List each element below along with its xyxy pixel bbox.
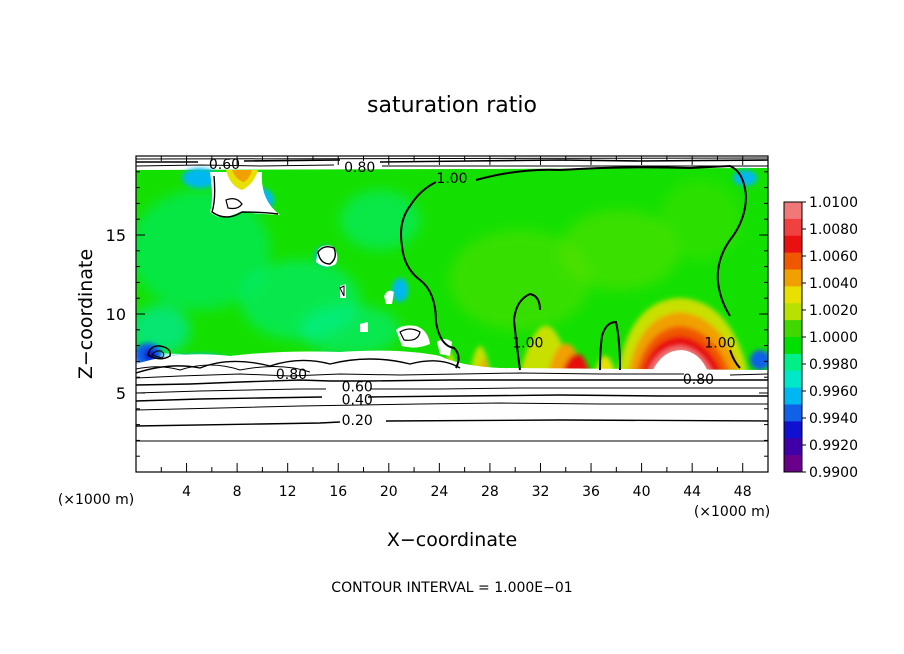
colorbar-label: 1.0020: [809, 303, 858, 319]
x-tick-label: 24: [430, 484, 448, 500]
contour-label: 1.00: [512, 335, 543, 351]
x-tick-label: 20: [380, 484, 398, 500]
colorbar-swatch: [784, 455, 802, 473]
contour-label: 0.80: [276, 367, 307, 383]
x-tick-label: 36: [582, 484, 600, 500]
contour-labels: 0.200.400.600.80 0.801.001.00 1.000.60 0.80: [209, 157, 736, 429]
x-tick-label: 48: [734, 484, 752, 500]
colorbar-swatch: [784, 404, 802, 422]
colorbar-swatch: [784, 337, 802, 355]
colorbar-swatch: [784, 202, 802, 220]
colorbar-swatch: [784, 303, 802, 321]
colorbar-swatch: [784, 218, 802, 237]
colorbar-label: 1.0040: [809, 276, 858, 292]
colorbar-label: 0.9980: [809, 357, 858, 373]
colorbar-label: 0.9960: [809, 384, 858, 400]
colorbar-swatch: [784, 269, 802, 287]
footer-note: CONTOUR INTERVAL = 1.000E−01: [331, 580, 572, 596]
colorbar-swatch: [784, 286, 802, 304]
colorbar-label: 1.0060: [809, 249, 858, 265]
colorbar-swatch: [784, 438, 802, 456]
x-tick-label: 28: [481, 484, 499, 500]
contour-label: 0.60: [342, 380, 373, 396]
colorbar-swatch: [784, 252, 802, 270]
x-tick-label: 32: [532, 484, 550, 500]
x-tick-label: 44: [683, 484, 701, 500]
contour-label: 1.00: [436, 171, 467, 187]
x-tick-label: 40: [633, 484, 651, 500]
contour-label: 0.80: [683, 372, 714, 388]
colorbar: 1.0100 1.0080 1.0060 1.0040 1.0020 1.0000 0.99…: [783, 195, 858, 481]
x-tick-label: 16: [329, 484, 347, 500]
contour-label: 1.00: [704, 335, 735, 351]
colorbar-label: 0.9900: [809, 465, 858, 481]
chart-title: saturation ratio: [367, 93, 537, 118]
contour-lines: [136, 157, 768, 442]
x-axis-label: X−coordinate: [387, 529, 517, 551]
colorbar-label: 0.9920: [809, 438, 858, 454]
x-unit-label: (×1000 m): [58, 492, 134, 508]
y-tick-label: 5: [116, 384, 126, 403]
colorbar-label: 1.0000: [809, 330, 858, 346]
contour-label: 0.20: [342, 413, 373, 429]
colorbar-swatch: [784, 235, 802, 254]
colorbar-label: 0.9940: [809, 411, 858, 427]
x-axis: 4 8 12 16 20 24 28 32 36 40 44 48: [160, 156, 752, 500]
colorbar-label: 1.0100: [809, 195, 858, 211]
x-tick-label: 8: [233, 484, 242, 500]
x-unit-label-right: (×1000 m): [694, 504, 770, 520]
y-axis-label: Z−coordinate: [75, 249, 97, 379]
plot-area: [136, 156, 768, 472]
contour-label: 0.80: [344, 160, 375, 176]
field-variation: [136, 180, 740, 355]
contour-label: 0.60: [209, 157, 240, 173]
x-tick-label: 4: [182, 484, 191, 500]
contour-label: 0.40: [342, 392, 373, 408]
colorbar-swatch: [784, 320, 802, 338]
colorbar-swatch: [784, 387, 802, 405]
y-tick-label: 15: [106, 226, 126, 245]
colorbar-swatch: [784, 353, 802, 372]
y-tick-label: 10: [106, 305, 126, 324]
colorbar-swatch: [784, 370, 802, 389]
colorbar-swatch: [784, 421, 802, 439]
x-tick-label: 12: [279, 484, 297, 500]
y-axis: 5 10 15: [106, 171, 768, 457]
colorbar-label: 1.0080: [809, 222, 858, 238]
field-lower-white: [136, 372, 768, 472]
field-saturated-core: [652, 350, 708, 372]
